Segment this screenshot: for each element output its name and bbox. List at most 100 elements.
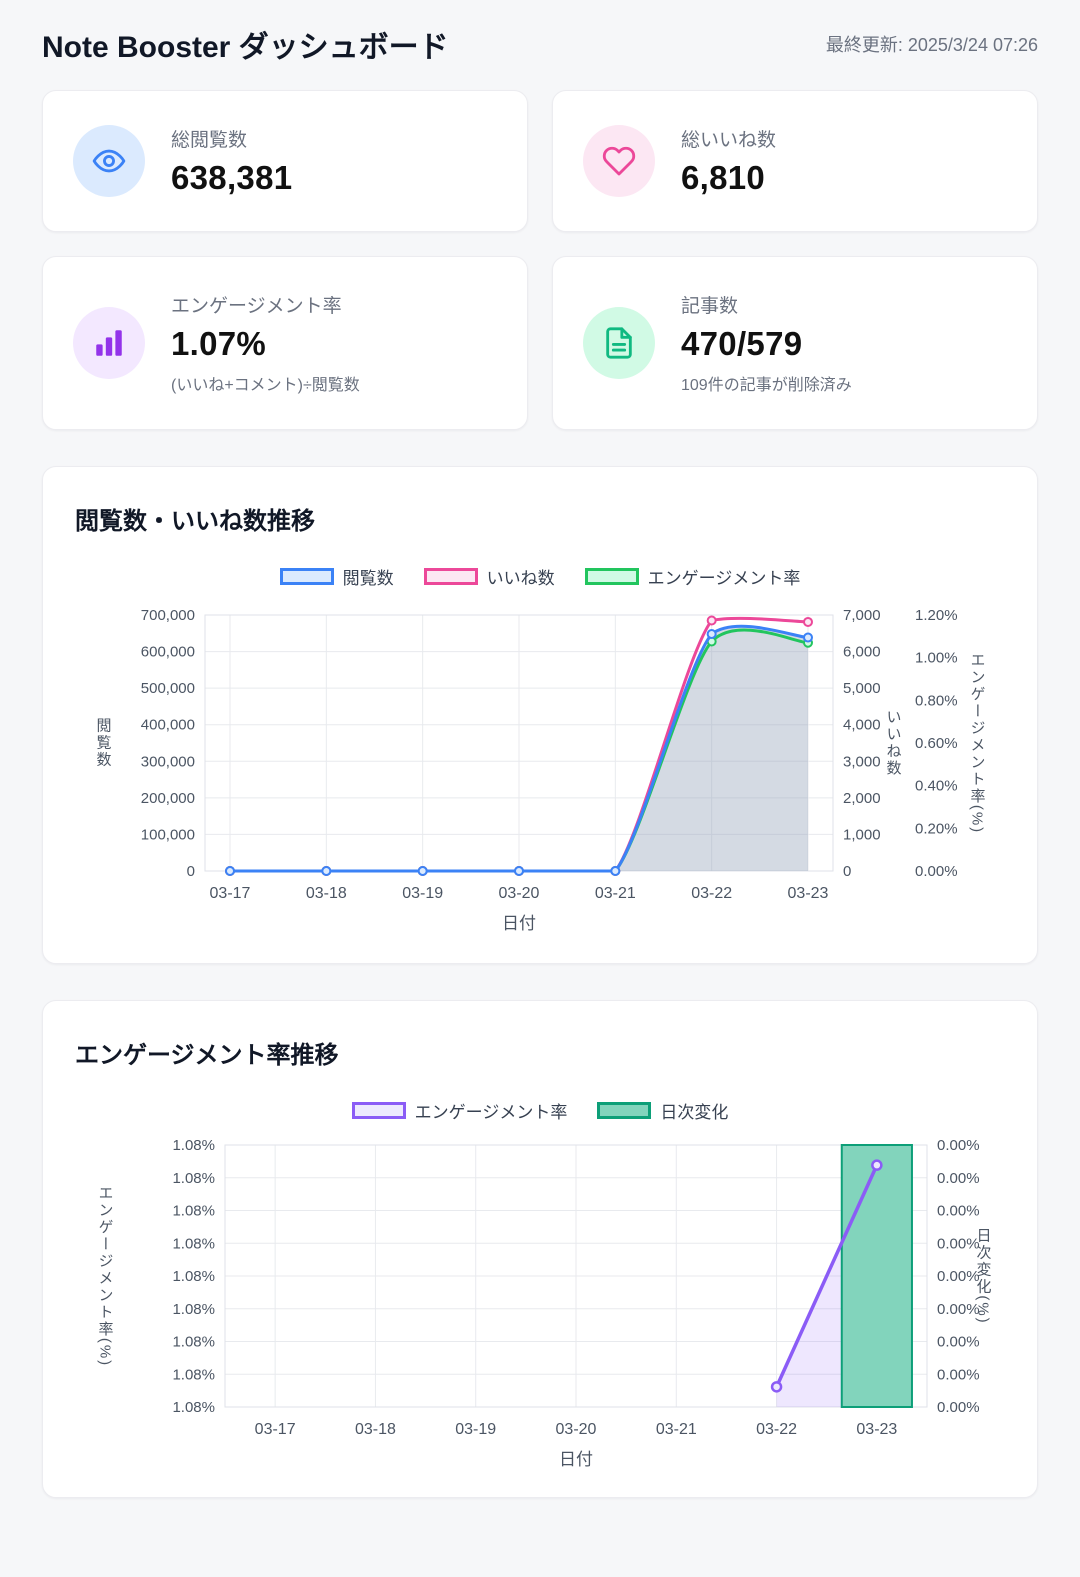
svg-text:0.00%: 0.00% [937, 1235, 980, 1252]
svg-text:03-20: 03-20 [556, 1421, 597, 1438]
svg-text:03-18: 03-18 [355, 1421, 396, 1438]
engagement-legend: エンゲージメント率 日次変化 [75, 1098, 1005, 1123]
stat-label: エンゲージメント率 [171, 296, 342, 317]
svg-text:03-23: 03-23 [856, 1421, 897, 1438]
svg-text:1.08%: 1.08% [172, 1334, 215, 1351]
legend-item-daily-change[interactable]: 日次変化 [597, 1098, 728, 1123]
svg-text:03-23: 03-23 [788, 885, 829, 902]
svg-text:200,000: 200,000 [141, 790, 195, 807]
svg-text:0.00%: 0.00% [937, 1366, 980, 1383]
heart-icon [583, 125, 655, 197]
engagement-rate-legend-swatch [351, 1102, 406, 1119]
svg-text:1.08%: 1.08% [172, 1301, 215, 1318]
document-icon [583, 307, 655, 379]
svg-text:1,000: 1,000 [843, 826, 881, 843]
views-legend-swatch [279, 568, 334, 585]
svg-text:0.00%: 0.00% [937, 1137, 980, 1154]
svg-text:いいね数: いいね数 [885, 709, 902, 777]
svg-text:0.80%: 0.80% [915, 692, 958, 709]
stat-value: 1.07% [171, 325, 267, 362]
engagement-chart: 1.08% 0.00% 1.08% 0.00% 1.08% 0.00% 1.08% 0.00%… [97, 1137, 992, 1469]
svg-text:300,000: 300,000 [141, 753, 195, 770]
svg-text:500,000: 500,000 [141, 680, 195, 697]
svg-text:1.08%: 1.08% [172, 1268, 215, 1285]
svg-text:1.08%: 1.08% [172, 1366, 215, 1383]
stat-value: 470/579 [681, 325, 803, 362]
svg-text:6,000: 6,000 [843, 644, 881, 661]
svg-text:03-17: 03-17 [255, 1421, 296, 1438]
stat-card-total-views: 総閲覧数 638,381 [42, 90, 528, 232]
svg-text:0.00%: 0.00% [937, 1334, 980, 1351]
legend-item-likes[interactable]: いいね数 [423, 564, 555, 589]
stat-subtext: (いいね+コメント)÷閲覧数 [171, 377, 360, 394]
svg-text:0: 0 [187, 863, 195, 880]
svg-text:0.00%: 0.00% [937, 1399, 980, 1416]
daily-change-legend-label: 日次変化 [660, 1103, 729, 1122]
bar-chart-icon [73, 307, 145, 379]
svg-text:03-20: 03-20 [499, 885, 540, 902]
svg-text:1.08%: 1.08% [172, 1170, 215, 1187]
likes-legend-swatch [423, 568, 478, 585]
eye-icon [73, 125, 145, 197]
engagement-chart-card: エンゲージメント率推移 エンゲージメント率 日次変化 1.08% 0.00% 1.0… [42, 1000, 1038, 1498]
engagement-rate-legend-label: エンゲージメント率 [414, 1103, 568, 1122]
svg-text:700,000: 700,000 [141, 607, 195, 624]
likes-legend-label: いいね数 [486, 569, 555, 588]
svg-text:0.00%: 0.00% [915, 863, 958, 880]
legend-item-engagement[interactable]: エンゲージメント率 [584, 564, 801, 589]
svg-text:1.00%: 1.00% [915, 650, 958, 667]
svg-text:03-19: 03-19 [455, 1421, 496, 1438]
page-title: Note Booster ダッシュボード [42, 31, 449, 64]
views-likes-legend: 閲覧数 いいね数 エンゲージメント率 [75, 564, 1005, 589]
svg-text:03-21: 03-21 [595, 885, 636, 902]
stat-body: 総閲覧数 638,381 [171, 125, 292, 197]
stat-card-total-likes: 総いいね数 6,810 [552, 90, 1038, 232]
svg-text:エンゲージメント率(%): エンゲージメント率(%) [969, 652, 986, 834]
svg-text:3,000: 3,000 [843, 753, 881, 770]
legend-item-views[interactable]: 閲覧数 [279, 564, 394, 589]
svg-text:5,000: 5,000 [843, 680, 881, 697]
stat-label: 総いいね数 [681, 130, 777, 151]
svg-text:エンゲージメント率(%): エンゲージメント率(%) [97, 1185, 114, 1367]
svg-text:03-22: 03-22 [756, 1421, 797, 1438]
svg-text:1.20%: 1.20% [915, 607, 958, 624]
svg-text:0.20%: 0.20% [915, 820, 958, 837]
views-likes-chart-card: 閲覧数・いいね数推移 閲覧数 いいね数 エンゲージメント率 700,000 7,0… [42, 466, 1038, 964]
svg-text:03-22: 03-22 [691, 885, 732, 902]
svg-text:1.08%: 1.08% [172, 1399, 215, 1416]
svg-text:03-19: 03-19 [402, 885, 443, 902]
chart-title: エンゲージメント率推移 [75, 1042, 339, 1069]
svg-text:0.00%: 0.00% [937, 1203, 980, 1220]
svg-text:03-17: 03-17 [210, 885, 251, 902]
svg-text:0: 0 [843, 863, 851, 880]
svg-text:400,000: 400,000 [141, 717, 195, 734]
stat-body: エンゲージメント率 1.07% (いいね+コメント)÷閲覧数 [171, 291, 360, 395]
chart-title: 閲覧数・いいね数推移 [75, 508, 315, 535]
svg-text:1.08%: 1.08% [172, 1235, 215, 1252]
engagement-legend-label: エンゲージメント率 [647, 569, 801, 588]
svg-text:4,000: 4,000 [843, 717, 881, 734]
svg-text:100,000: 100,000 [141, 826, 195, 843]
stat-card-article-count: 記事数 470/579 109件の記事が削除済み [552, 256, 1038, 430]
svg-text:2,000: 2,000 [843, 790, 881, 807]
stats-grid: 総閲覧数 638,381 総いいね数 6,810 エンゲージメント率 1.07%… [42, 90, 1038, 430]
svg-text:600,000: 600,000 [141, 644, 195, 661]
stat-label: 総閲覧数 [171, 130, 248, 151]
svg-text:日次変化(%): 日次変化(%) [975, 1227, 992, 1324]
svg-text:0.00%: 0.00% [937, 1170, 980, 1187]
svg-text:日付: 日付 [502, 914, 536, 933]
header: Note Booster ダッシュボード 最終更新: 2025/3/24 07:… [42, 22, 1038, 66]
stat-value: 638,381 [171, 159, 293, 196]
last-updated: 最終更新: 2025/3/24 07:26 [825, 35, 1038, 55]
stat-body: 総いいね数 6,810 [681, 125, 776, 197]
legend-item-engagement-rate[interactable]: エンゲージメント率 [351, 1098, 568, 1123]
svg-text:0.60%: 0.60% [915, 735, 958, 752]
daily-change-legend-swatch [597, 1102, 652, 1119]
svg-text:1.08%: 1.08% [172, 1137, 215, 1154]
views-likes-chart: 700,000 7,000 600,000 6,000 500,000 5,000 400,… [95, 607, 986, 933]
svg-text:0.00%: 0.00% [937, 1268, 980, 1285]
stat-card-engagement-rate: エンゲージメント率 1.07% (いいね+コメント)÷閲覧数 [42, 256, 528, 430]
stat-subtext: 109件の記事が削除済み [681, 377, 852, 394]
svg-text:7,000: 7,000 [843, 607, 881, 624]
